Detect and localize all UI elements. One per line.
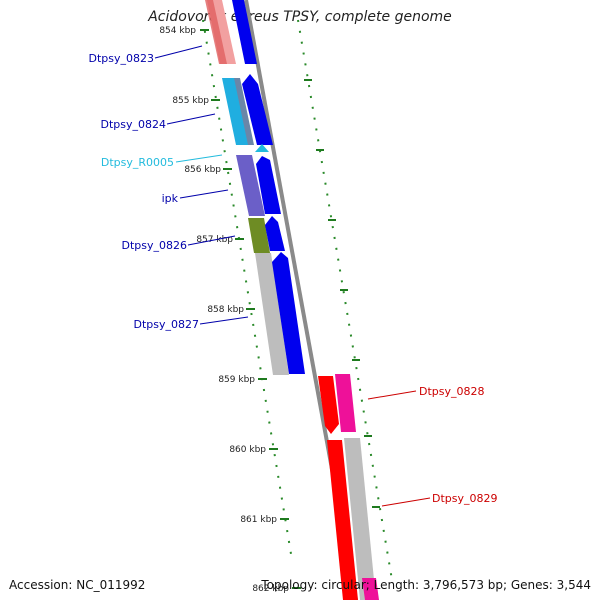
tick-label-862: 862 kbp [252, 584, 289, 594]
accession-text: Accession: NC_011992 [9, 578, 146, 592]
dtpsy-0828-arrow[interactable] [318, 376, 339, 434]
forward-cds-track [232, 0, 305, 374]
leader-dtpsy-0829 [381, 497, 431, 507]
tick-label-859: 859 kbp [218, 375, 255, 385]
left-feature-track [205, 0, 289, 375]
gene-label-dtpsy-0823[interactable]: Dtpsy_0823 [88, 52, 154, 65]
gene-label-dtpsy-r0005[interactable]: Dtpsy_R0005 [101, 156, 174, 169]
leader-dtpsy-0824 [166, 113, 216, 125]
tick-label-860: 860 kbp [229, 445, 266, 455]
right-feature-track [318, 374, 379, 600]
dtpsy-0828-shade[interactable] [335, 374, 356, 432]
cds-arrow-4[interactable] [265, 216, 285, 251]
guide-dots [202, 19, 393, 581]
tick-marks [200, 29, 380, 589]
gene-labels: Dtpsy_0823 Dtpsy_0824 Dtpsy_R0005 ipk Dt… [88, 52, 497, 505]
gene-label-dtpsy-0826[interactable]: Dtpsy_0826 [121, 239, 187, 252]
gene-label-ipk[interactable]: ipk [162, 192, 179, 205]
leader-dtpsy-0828 [367, 390, 417, 400]
cds-arrow-1[interactable] [232, 0, 257, 64]
tick-label-854: 854 kbp [159, 26, 196, 36]
topology-text: Topology: circular; Length: 3,796,573 bp… [261, 578, 591, 592]
tick-label-855: 855 kbp [172, 96, 209, 106]
gene-label-dtpsy-0827[interactable]: Dtpsy_0827 [133, 318, 199, 331]
dtpsy-0829-shade[interactable] [344, 438, 376, 600]
leader-dtpsy-r0005 [175, 154, 223, 163]
label-leaders [154, 45, 431, 507]
gene-label-dtpsy-0828[interactable]: Dtpsy_0828 [419, 385, 485, 398]
cds-arrow-5[interactable] [272, 252, 305, 374]
tick-label-856: 856 kbp [184, 165, 221, 175]
leader-ipk [179, 189, 229, 199]
leader-dtpsy-0826 [187, 235, 236, 246]
dtpsy-0824-block[interactable] [222, 78, 249, 145]
dtpsy-0824-shade[interactable] [234, 78, 254, 145]
tick-label-858: 858 kbp [207, 305, 244, 315]
dtpsy-0829-arrow[interactable] [327, 440, 358, 600]
gene-label-dtpsy-0824[interactable]: Dtpsy_0824 [100, 118, 166, 131]
dtpsy-0826-block[interactable] [248, 218, 270, 253]
dtpsy-0830-shade[interactable] [362, 578, 379, 600]
gene-label-dtpsy-0829[interactable]: Dtpsy_0829 [432, 492, 498, 505]
cds-arrow-3[interactable] [256, 156, 281, 214]
tick-label-861: 861 kbp [240, 515, 277, 525]
leader-dtpsy-0823 [154, 45, 203, 59]
cds-arrow-2[interactable] [242, 74, 273, 145]
dtpsy-0823-block[interactable] [205, 0, 227, 64]
ipk-block[interactable] [236, 155, 265, 216]
leader-dtpsy-0827 [199, 316, 249, 325]
rna-arrow[interactable] [255, 144, 269, 152]
dtpsy-0827-block[interactable] [255, 253, 289, 375]
